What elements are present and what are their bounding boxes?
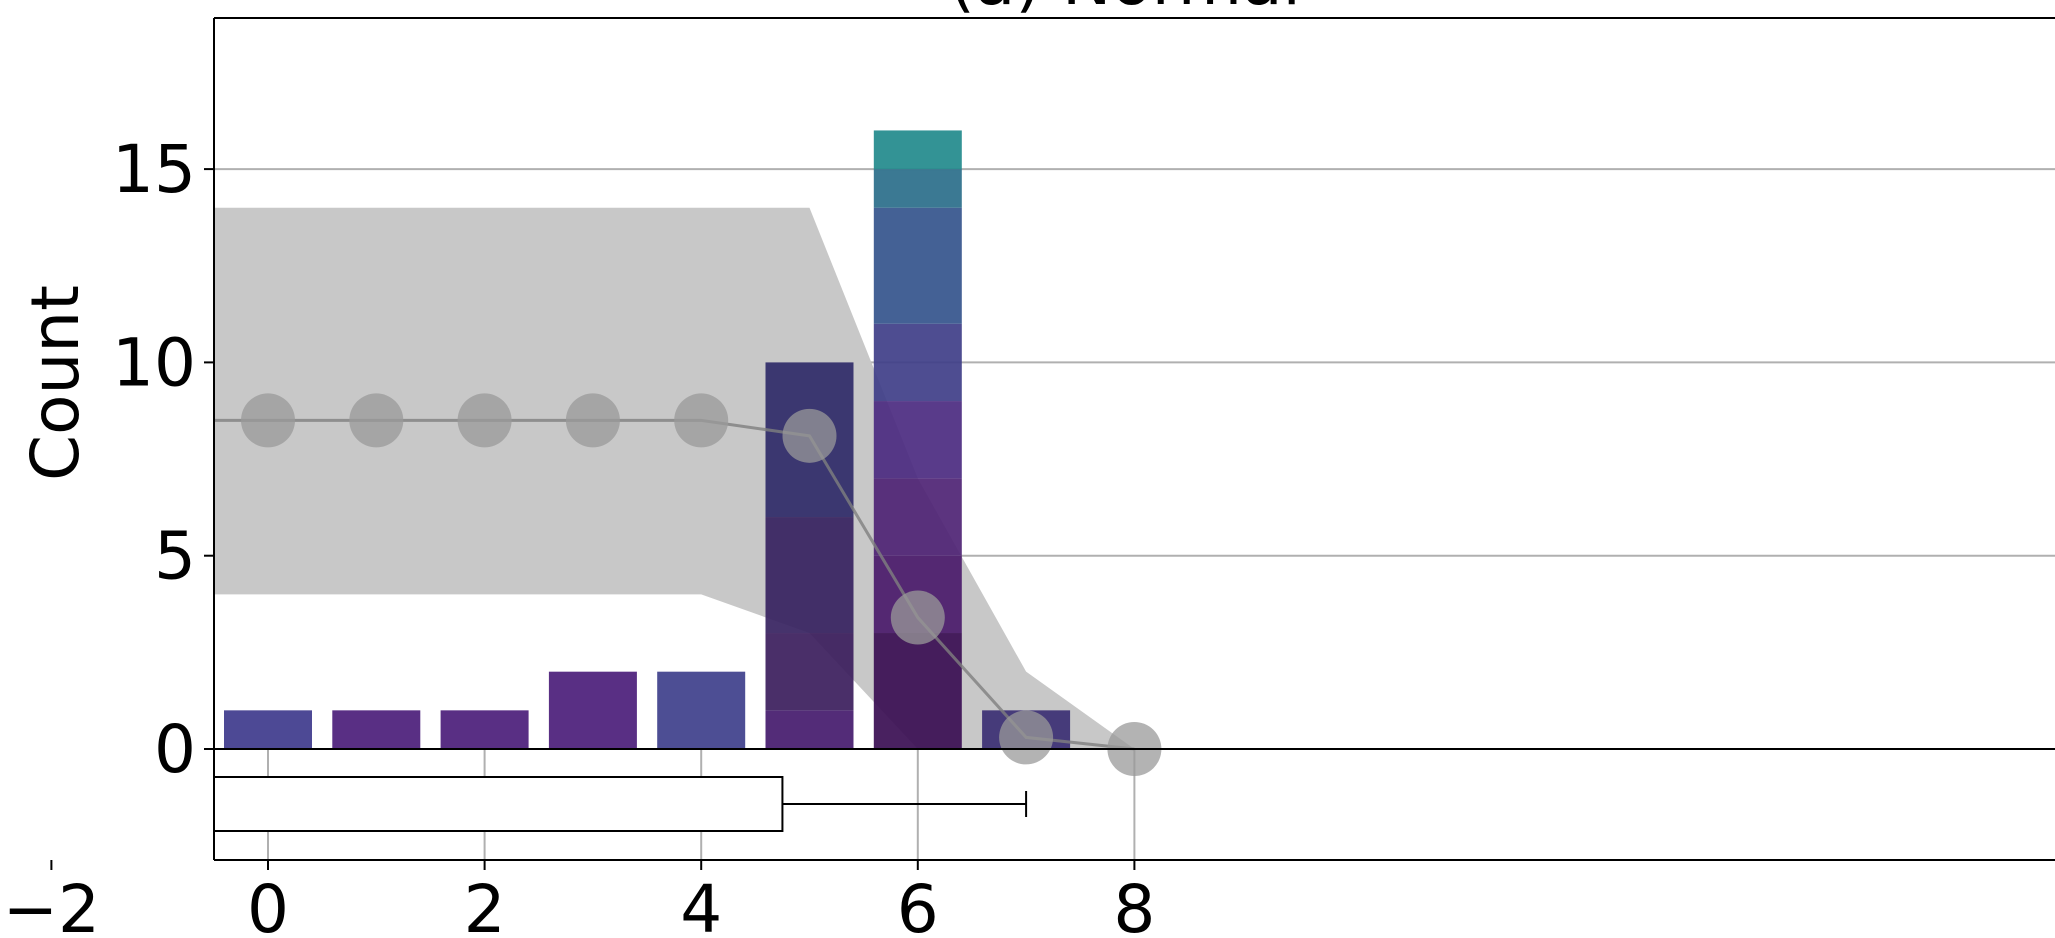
bar: [440, 710, 529, 749]
x-tick-label: 6: [897, 871, 939, 938]
bars: [224, 130, 1071, 749]
mean-point: [133, 393, 187, 447]
bar-segment: [765, 517, 854, 634]
bar: [765, 362, 854, 749]
y-tick-label: 15: [112, 131, 196, 208]
bar: [548, 671, 637, 749]
x-tick-label: 8: [1113, 871, 1155, 938]
bar: [332, 710, 421, 749]
mean-series: [133, 393, 1162, 776]
mean-point: [674, 393, 729, 448]
bar: [657, 671, 746, 749]
y-tick-label: 10: [112, 324, 196, 401]
mean-point: [890, 590, 945, 645]
y-axis-label: Count: [17, 285, 94, 481]
y-tick-label: 0: [154, 711, 196, 788]
chart-title: (a) Normal: [949, 0, 1301, 20]
bar-segment: [873, 478, 962, 556]
x-tick-label: −2: [3, 871, 100, 938]
mean-point: [349, 393, 404, 448]
bar: [873, 130, 962, 749]
bar-segment: [873, 130, 962, 170]
bar-segment: [548, 671, 637, 749]
mean-point: [565, 393, 620, 448]
bar-segment: [657, 671, 746, 749]
mean-point: [241, 393, 295, 448]
bar-segment: [873, 323, 962, 402]
y-tick-labels: 0 5 10 15: [112, 131, 196, 788]
bar-segment: [873, 401, 962, 479]
axes: [50, 17, 2055, 870]
bar-segment: [765, 710, 854, 749]
x-tick-label: 4: [680, 871, 722, 938]
plot-area: [133, 130, 2055, 860]
bar-segment: [873, 633, 962, 749]
mean-line: [214, 418, 1135, 751]
bar-segment: [224, 710, 312, 749]
boxplot: [214, 776, 1028, 832]
bar-segment: [440, 710, 529, 749]
x-tick-label: 0: [247, 871, 289, 938]
bar-segment: [873, 207, 962, 324]
mean-point: [782, 408, 837, 463]
mean-point: [999, 710, 1054, 765]
mean-point: [457, 393, 512, 448]
bar-segment: [873, 169, 962, 208]
box-body: [214, 776, 784, 832]
x-tick-label: 2: [464, 871, 506, 938]
bar-segment: [765, 633, 854, 711]
bar-segment: [332, 710, 421, 749]
bar: [224, 710, 312, 749]
y-tick-label: 5: [154, 518, 196, 595]
